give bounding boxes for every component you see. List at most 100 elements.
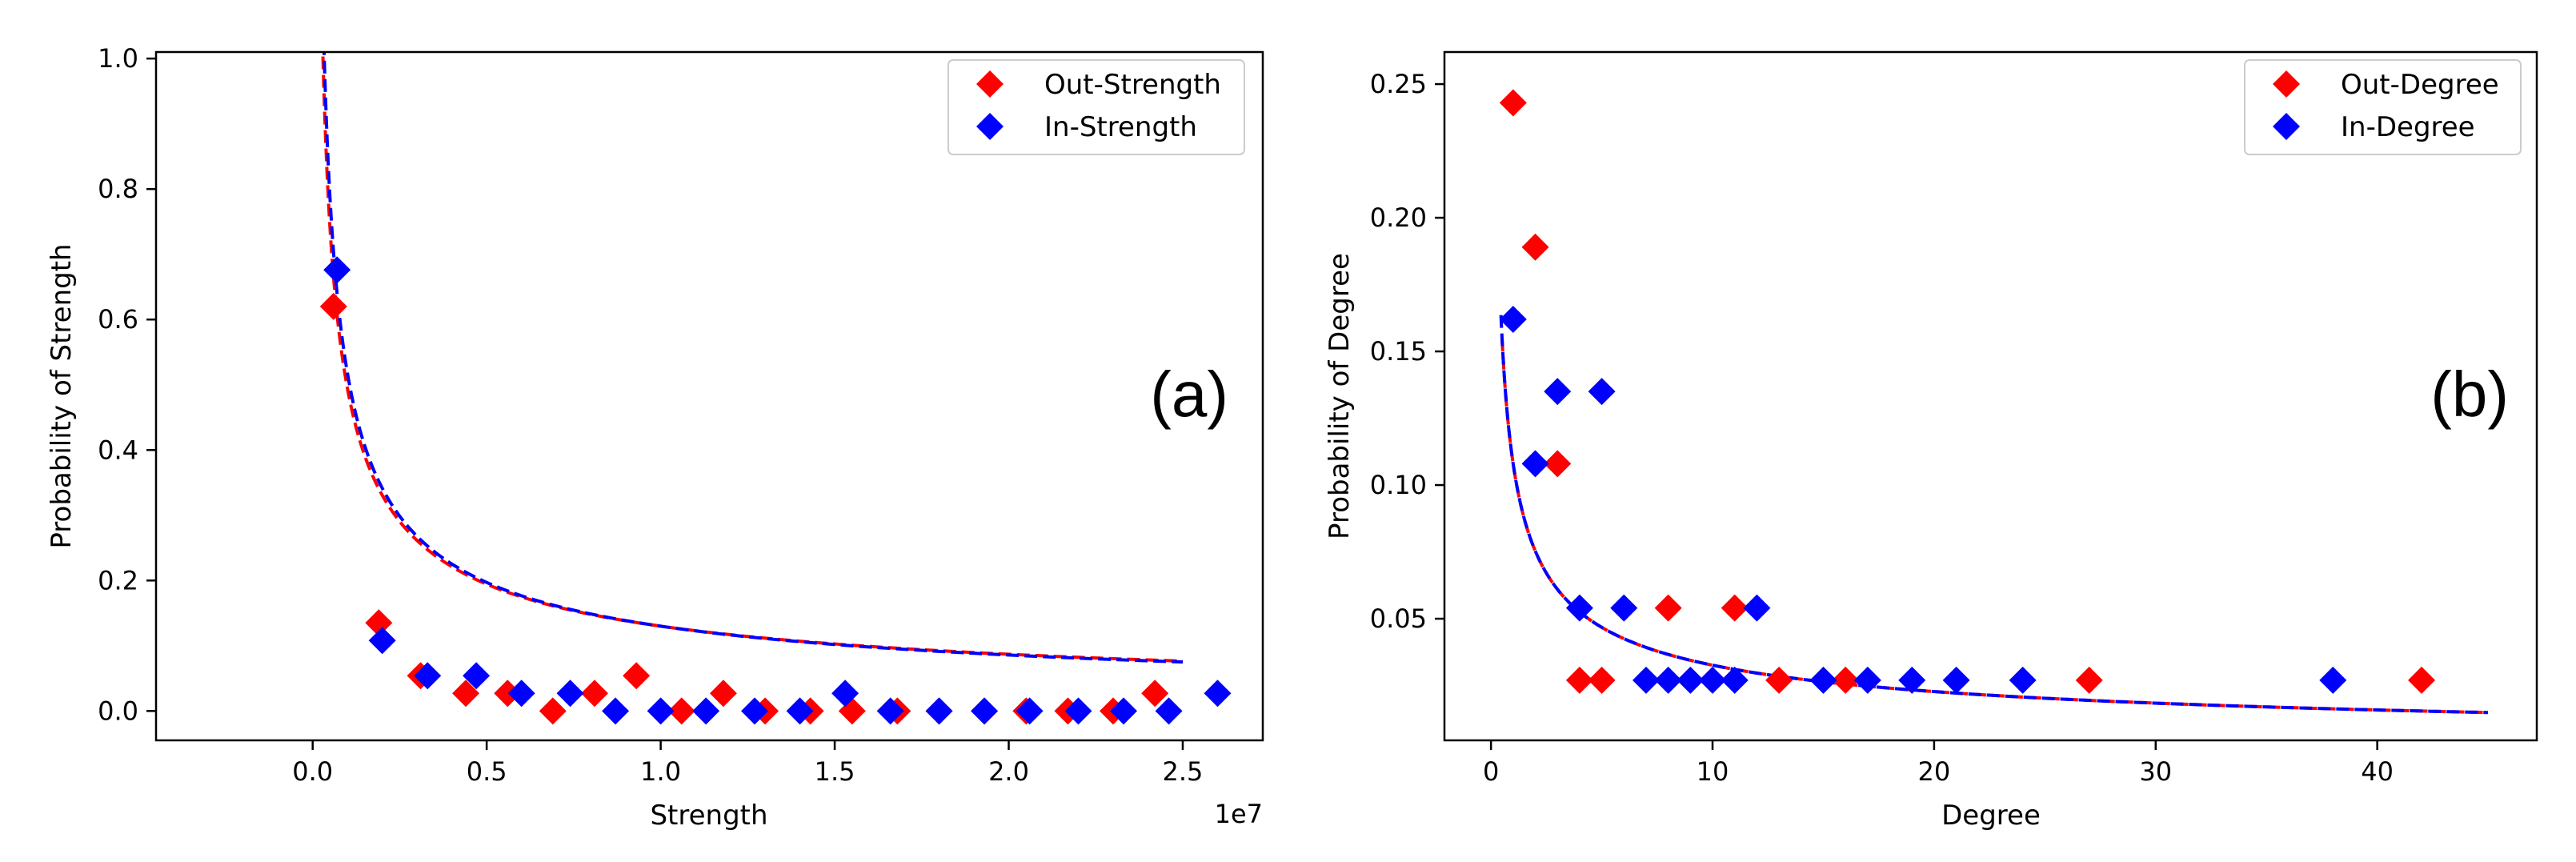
legend-marker-in-degree xyxy=(2273,113,2300,140)
point-out-strength xyxy=(319,292,347,320)
point-out-degree xyxy=(1832,666,1860,694)
point-in-strength xyxy=(647,697,675,725)
y-tick-label: 0.15 xyxy=(1370,336,1427,367)
legend-label-in-strength: In-Strength xyxy=(1044,111,1197,143)
x-tick-label: 1.0 xyxy=(640,756,681,787)
fit-curve-in-strength-fit xyxy=(322,52,1184,664)
x-axis-label: Degree xyxy=(1941,800,2041,832)
point-in-strength xyxy=(831,680,859,708)
legend-label-out-degree: Out-Degree xyxy=(2341,69,2499,101)
point-in-degree xyxy=(1853,666,1881,694)
y-tick-label: 0.25 xyxy=(1370,69,1427,99)
legend: Out-Strength In-Strength xyxy=(947,59,1245,155)
legend-label-out-strength: Out-Strength xyxy=(1044,69,1221,101)
x-tick-label: 2.5 xyxy=(1163,756,1204,787)
point-in-degree xyxy=(1544,378,1572,406)
point-out-strength xyxy=(539,697,567,725)
point-in-strength xyxy=(414,662,442,690)
point-out-strength xyxy=(452,680,480,708)
point-in-strength xyxy=(368,627,396,655)
point-in-degree xyxy=(1654,666,1682,694)
y-tick-label: 0.05 xyxy=(1370,603,1427,634)
x-tick-label: 1.5 xyxy=(815,756,855,787)
y-tick-label: 0.4 xyxy=(98,435,138,465)
point-out-degree xyxy=(1654,594,1682,622)
x-tick-label: 0 xyxy=(1483,756,1499,787)
point-in-degree xyxy=(1743,594,1771,622)
point-in-degree xyxy=(1699,666,1727,694)
x-tick-label: 2.0 xyxy=(988,756,1029,787)
x-tick-label: 10 xyxy=(1697,756,1729,787)
fit-curve-in-degree-fit xyxy=(1499,315,2489,715)
point-in-degree xyxy=(1521,450,1549,478)
point-in-degree xyxy=(1809,666,1837,694)
point-out-strength xyxy=(1141,680,1169,708)
x-tick-label: 40 xyxy=(2361,756,2394,787)
point-in-strength xyxy=(786,697,814,725)
panel-label: (a) xyxy=(1150,359,1228,430)
panel-a: 0.0 0.5 1.0 1.5 2.0 2.5 0.0 0.2 0.4 0.6 0.8 1.0 Str… xyxy=(46,43,1264,832)
point-out-degree xyxy=(1544,450,1572,478)
point-in-strength xyxy=(1155,697,1183,725)
point-in-degree xyxy=(1721,666,1749,694)
y-tick-label: 0.8 xyxy=(98,174,138,204)
point-in-strength xyxy=(323,256,351,284)
point-in-degree xyxy=(1898,666,1926,694)
point-in-strength xyxy=(876,697,904,725)
legend-marker-out-strength xyxy=(976,70,1004,98)
point-out-strength xyxy=(623,662,651,690)
point-out-degree xyxy=(1765,666,1793,694)
point-in-degree xyxy=(2319,666,2347,694)
point-out-strength xyxy=(667,697,695,725)
point-out-degree xyxy=(1565,666,1593,694)
panel-label: (b) xyxy=(2430,359,2509,430)
point-out-degree xyxy=(1588,666,1616,694)
point-out-degree xyxy=(1521,233,1549,261)
x-tick-label: 20 xyxy=(1918,756,1951,787)
point-in-strength xyxy=(971,697,999,725)
point-in-strength xyxy=(1110,697,1138,725)
y-tick-label: 0.10 xyxy=(1370,470,1427,500)
point-in-degree xyxy=(1565,594,1593,622)
panel-b: 0 10 20 30 40 0.05 0.10 0.15 0.20 0.25 Degree Pro… xyxy=(1324,50,2538,832)
legend-marker-out-degree xyxy=(2273,70,2300,98)
point-in-strength xyxy=(463,662,491,690)
x-tick-label: 30 xyxy=(2139,756,2172,787)
point-in-degree xyxy=(1610,594,1638,622)
point-out-strength xyxy=(365,609,393,637)
x-tick-label: 0.5 xyxy=(467,756,507,787)
point-in-strength xyxy=(925,697,953,725)
point-out-strength xyxy=(580,680,608,708)
point-out-strength xyxy=(709,680,737,708)
legend-label-in-degree: In-Degree xyxy=(2341,111,2475,143)
x-axis-offset-label: 1e7 xyxy=(1215,799,1263,829)
point-in-strength xyxy=(1064,697,1092,725)
point-out-degree xyxy=(1499,89,1527,117)
y-axis-label: Probability of Strength xyxy=(46,243,78,548)
point-in-degree xyxy=(1588,378,1616,406)
point-in-degree xyxy=(2009,666,2037,694)
point-in-strength xyxy=(1016,697,1044,725)
y-tick-label: 0.0 xyxy=(98,696,138,726)
y-tick-label: 1.0 xyxy=(98,43,138,74)
point-out-degree xyxy=(2408,666,2436,694)
legend: Out-Degree In-Degree xyxy=(2244,59,2522,155)
point-in-degree xyxy=(1942,666,1970,694)
fit-curve-out-strength-fit xyxy=(321,52,1184,664)
point-in-strength xyxy=(1204,680,1232,708)
legend-marker-in-strength xyxy=(976,113,1004,140)
y-tick-label: 0.2 xyxy=(98,565,138,595)
point-in-strength xyxy=(556,680,584,708)
point-in-strength xyxy=(602,697,630,725)
point-in-degree xyxy=(1677,666,1705,694)
point-in-strength xyxy=(692,697,720,725)
point-in-degree xyxy=(1632,666,1660,694)
point-in-strength xyxy=(507,680,535,708)
x-tick-label: 0.0 xyxy=(292,756,333,787)
y-axis-label: Probability of Degree xyxy=(1324,253,1356,539)
point-out-degree xyxy=(1721,594,1749,622)
x-axis-label: Strength xyxy=(650,800,767,832)
point-out-strength xyxy=(494,680,522,708)
y-tick-label: 0.6 xyxy=(98,304,138,335)
